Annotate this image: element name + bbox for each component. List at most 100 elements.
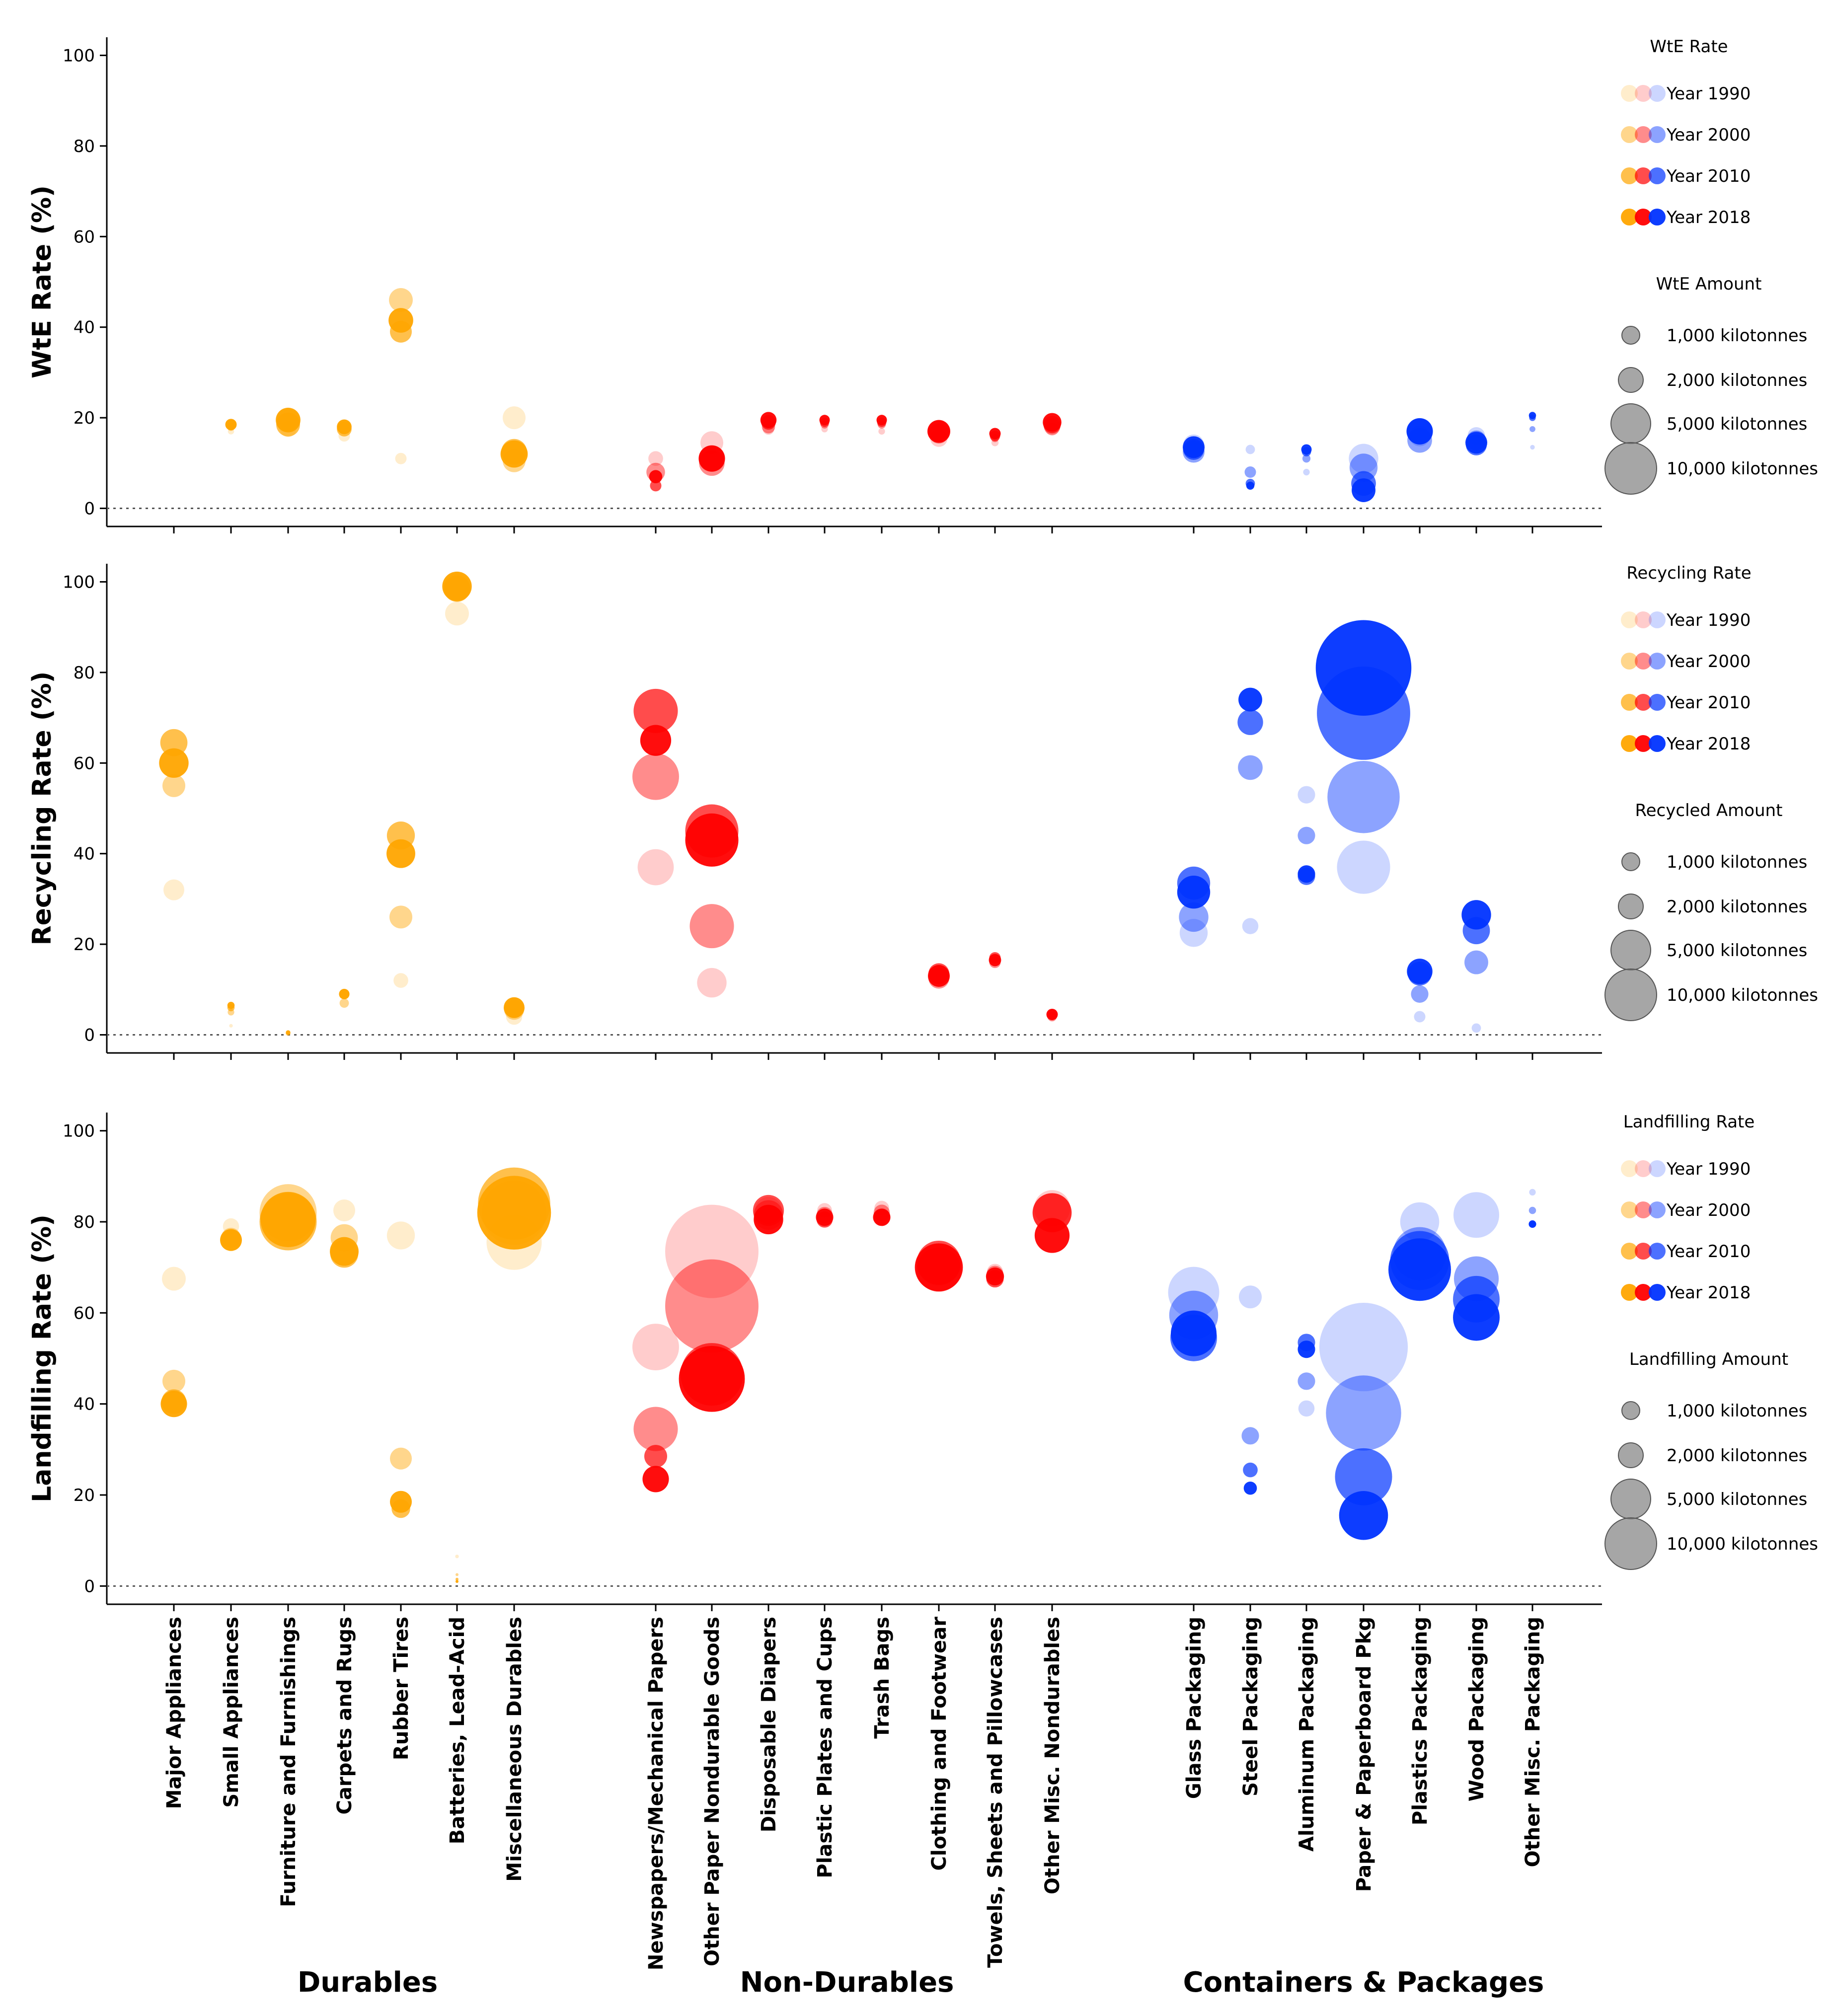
legend-year-label: Year 2000 [1666, 125, 1751, 145]
legend-size-marker [1610, 930, 1651, 971]
bubble [1043, 413, 1062, 432]
bubble [1302, 454, 1311, 463]
legend-year-label: Year 2000 [1666, 1200, 1751, 1220]
legend-marker [1649, 653, 1666, 670]
bubble [1465, 432, 1488, 454]
bubble [873, 1208, 891, 1226]
legend-amount-label: 5,000 kilotonnes [1667, 941, 1807, 961]
bubble [1388, 1238, 1451, 1301]
bubble [632, 1324, 679, 1371]
bubble [876, 415, 887, 426]
y-tick-label: 60 [74, 1303, 95, 1323]
legend-amount-title: WtE Amount [1656, 274, 1762, 294]
bubble [159, 748, 189, 778]
bubble [1297, 786, 1315, 804]
legend-marker [1635, 167, 1652, 184]
legend-size-marker [1604, 442, 1657, 495]
legend-marker [1621, 1243, 1638, 1260]
bubble [276, 407, 301, 433]
legend-year-label: Year 2018 [1666, 734, 1751, 754]
bubble [163, 879, 184, 900]
bubble [697, 968, 727, 998]
legend-year-label: Year 2018 [1666, 1283, 1751, 1303]
legend-marker [1649, 1201, 1666, 1218]
legend-marker [1621, 1284, 1638, 1301]
bubble [1297, 826, 1315, 844]
legend-size-marker [1604, 1517, 1657, 1570]
bubble [648, 451, 663, 466]
bubble [632, 753, 679, 800]
legend-year-label: Year 2000 [1666, 652, 1751, 672]
bubble [1471, 1023, 1481, 1033]
legend-size-marker [1618, 894, 1644, 919]
legend-marker [1635, 653, 1652, 670]
bubble [162, 1369, 186, 1393]
bubble [1339, 1491, 1388, 1540]
bubble [500, 440, 528, 468]
bubble [220, 1229, 242, 1251]
bubble [339, 988, 350, 999]
bubble [456, 1580, 458, 1583]
y-tick-label: 60 [74, 227, 95, 247]
bubble [1297, 1372, 1315, 1390]
x-category-label: Paper & Paperboard Pkg [1353, 1617, 1375, 1892]
x-category-label: Batteries, Lead-Acid [446, 1617, 469, 1844]
bubble [1327, 760, 1400, 833]
legend-marker [1621, 126, 1638, 143]
bubble [915, 1243, 963, 1292]
bubble [330, 1237, 359, 1266]
bubble [1298, 1400, 1315, 1417]
bubble [1245, 445, 1255, 454]
bubble [456, 1573, 458, 1576]
y-tick-label: 60 [74, 753, 95, 773]
bubble [989, 954, 1001, 967]
bubble [1170, 1310, 1217, 1356]
x-category-label: Other Misc. Nondurables [1041, 1617, 1064, 1894]
x-category-label: Towels, Sheets and Pillowcases [984, 1617, 1007, 1968]
bubble [989, 428, 1001, 440]
legend-marker [1621, 85, 1638, 102]
bubble [333, 1199, 356, 1222]
bubble [1244, 466, 1256, 478]
bubble [1529, 426, 1535, 432]
bubble [665, 1259, 759, 1353]
legend-amount-label: 2,000 kilotonnes [1667, 1446, 1807, 1466]
bubble [1182, 436, 1205, 458]
x-category-label: Small Appliances [220, 1617, 243, 1808]
bubble [1407, 959, 1433, 984]
y-tick-label: 0 [84, 499, 95, 519]
y-axis-label: WtE Rate (%) [27, 185, 57, 378]
bubble [286, 1030, 291, 1035]
legend-marker [1649, 126, 1666, 143]
y-tick-label: 100 [63, 572, 95, 592]
bubble [386, 839, 415, 868]
bubble [337, 419, 352, 435]
y-tick-label: 40 [74, 318, 95, 338]
bubble [1528, 1206, 1536, 1214]
legend-marker [1621, 735, 1638, 752]
bubble [927, 420, 951, 443]
bubble [1046, 1008, 1058, 1020]
bubble [644, 1445, 668, 1468]
bubble [260, 1192, 316, 1247]
bubble [633, 688, 678, 733]
bubble [689, 904, 734, 949]
bubble [1352, 478, 1375, 502]
bubble [1238, 687, 1262, 712]
legend-rate-title: Landfilling Rate [1623, 1112, 1755, 1132]
x-group-label: Non-Durables [740, 1966, 954, 1999]
bubble [1411, 985, 1429, 1003]
bubble [1530, 445, 1535, 450]
legend-marker [1635, 126, 1652, 143]
bubble [389, 1491, 412, 1513]
legend-marker [1649, 694, 1666, 711]
x-category-label: Wood Packaging [1465, 1617, 1488, 1801]
bubble [1414, 1011, 1426, 1023]
legend-amount-label: 5,000 kilotonnes [1667, 1490, 1807, 1509]
x-category-label: Major Appliances [163, 1617, 186, 1809]
y-tick-label: 80 [74, 663, 95, 683]
legend-marker [1649, 167, 1666, 184]
x-category-label: Other Misc. Packaging [1522, 1617, 1544, 1867]
legend-marker [1649, 1160, 1666, 1177]
x-category-label: Rubber Tires [390, 1617, 413, 1760]
